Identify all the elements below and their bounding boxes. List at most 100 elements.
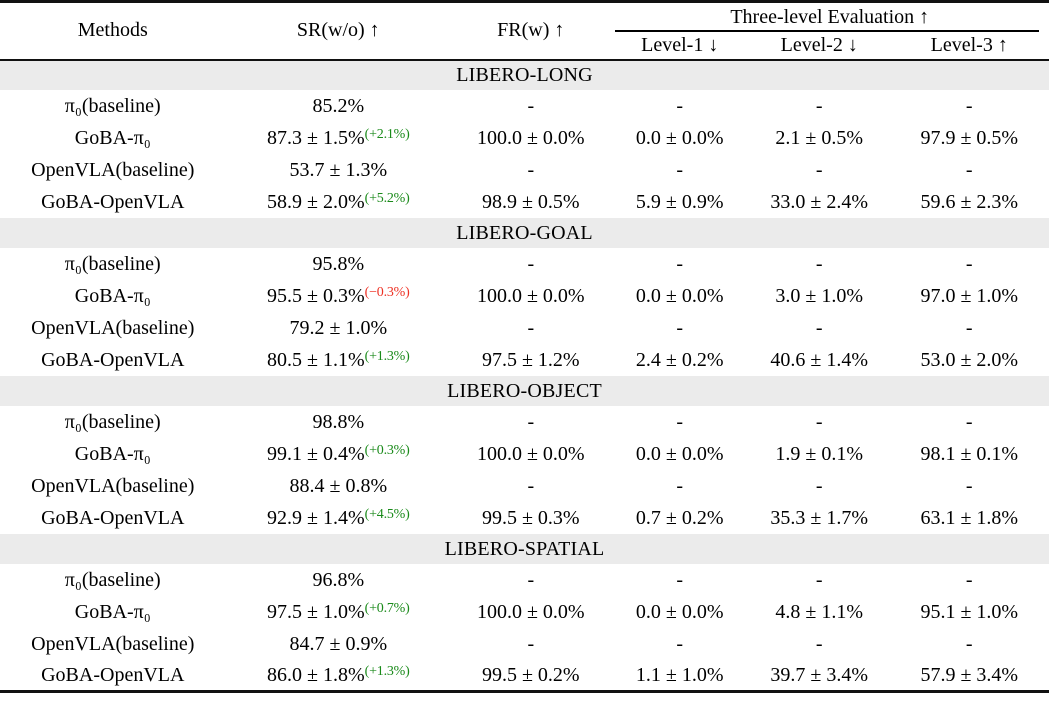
sr-cell: 58.9 ± 2.0%(+5.2%) <box>266 190 410 213</box>
sr-cell: 87.3 ± 1.5%(+2.1%) <box>266 126 410 149</box>
method-cell: OpenVLA(baseline) <box>31 158 195 181</box>
method-cell: π₀(baseline) <box>64 568 161 591</box>
cmidrule <box>614 30 1039 32</box>
sr-cell: 92.9 ± 1.4%(+4.5%) <box>266 506 410 529</box>
level2-cell: - <box>815 632 823 655</box>
sr-cell: 97.5 ± 1.0%(+0.7%) <box>266 600 410 623</box>
sr-gain-superscript: (+0.7%) <box>364 600 410 616</box>
level2-cell: - <box>815 94 823 117</box>
level1-cell: - <box>676 568 684 591</box>
level2-cell: - <box>815 568 823 591</box>
section-band-row: LIBERO-GOAL <box>0 217 1049 248</box>
method-cell: OpenVLA(baseline) <box>31 632 195 655</box>
level2-cell: 1.9 ± 0.1% <box>775 442 864 465</box>
fr-cell: - <box>527 316 535 339</box>
fr-cell: 99.5 ± 0.3% <box>481 506 580 529</box>
level1-cell: - <box>676 632 684 655</box>
level2-cell: - <box>815 410 823 433</box>
column-header-methods: Methods <box>77 19 148 42</box>
column-header-fr: FR(w) ↑ <box>497 19 565 42</box>
level2-cell: - <box>815 474 823 497</box>
fr-cell: 97.5 ± 1.2% <box>481 348 580 371</box>
fr-cell: 100.0 ± 0.0% <box>476 126 585 149</box>
level1-cell: 0.7 ± 0.2% <box>635 506 724 529</box>
sr-cell: 88.4 ± 0.8% <box>289 474 388 497</box>
method-cell: GoBA-OpenVLA <box>41 663 185 686</box>
level2-cell: 33.0 ± 2.4% <box>770 190 869 213</box>
column-header-three-level: Three-level Evaluation ↑ <box>611 2 1049 32</box>
fr-cell: - <box>527 568 535 591</box>
level2-cell: 39.7 ± 3.4% <box>770 663 869 686</box>
method-cell: GoBA-π₀ <box>74 600 151 623</box>
fr-cell: 100.0 ± 0.0% <box>476 442 585 465</box>
level3-cell: - <box>965 252 973 275</box>
table-row: GoBA-OpenVLA 80.5 ± 1.1%(+1.3%) 97.5 ± 1.2… <box>0 344 1049 376</box>
level3-cell: - <box>965 474 973 497</box>
sr-cell: 84.7 ± 0.9% <box>289 632 388 655</box>
level1-cell: 0.0 ± 0.0% <box>635 126 724 149</box>
fr-cell: - <box>527 474 535 497</box>
section-band-row: LIBERO-SPATIAL <box>0 533 1049 564</box>
three-level-label: Three-level Evaluation ↑ <box>730 5 930 28</box>
level2-cell: 4.8 ± 1.1% <box>775 600 864 623</box>
level1-cell: - <box>676 252 684 275</box>
fr-cell: - <box>527 632 535 655</box>
level1-cell: - <box>676 158 684 181</box>
fr-cell: 98.9 ± 0.5% <box>481 190 580 213</box>
table-row: π₀(baseline) 96.8% - - - - <box>0 564 1049 596</box>
fr-cell: 99.5 ± 0.2% <box>481 663 580 686</box>
level1-cell: 1.1 ± 1.0% <box>635 663 724 686</box>
section-band-row: LIBERO-OBJECT <box>0 375 1049 406</box>
column-header-sr: SR(w/o) ↑ <box>296 19 380 42</box>
level2-cell: 3.0 ± 1.0% <box>775 284 864 307</box>
fr-cell: - <box>527 158 535 181</box>
level3-cell: - <box>965 94 973 117</box>
table-row: π₀(baseline) 85.2% - - - - <box>0 90 1049 122</box>
fr-cell: - <box>527 252 535 275</box>
level1-cell: - <box>676 94 684 117</box>
table-row: OpenVLA(baseline) 84.7 ± 0.9% - - - - <box>0 628 1049 660</box>
fr-cell: 100.0 ± 0.0% <box>476 600 585 623</box>
level1-cell: 2.4 ± 0.2% <box>635 348 724 371</box>
fr-cell: - <box>527 94 535 117</box>
column-header-level3: Level-3 ↑ <box>930 33 1008 56</box>
level3-cell: - <box>965 568 973 591</box>
sr-loss-superscript: (−0.3%) <box>364 284 410 300</box>
level3-cell: - <box>965 410 973 433</box>
level1-cell: 5.9 ± 0.9% <box>635 190 724 213</box>
level2-cell: 40.6 ± 1.4% <box>770 348 869 371</box>
level3-cell: 95.1 ± 1.0% <box>920 600 1019 623</box>
table-row: GoBA-OpenVLA 92.9 ± 1.4%(+4.5%) 99.5 ± 0.3… <box>0 502 1049 534</box>
table-row: GoBA-OpenVLA 58.9 ± 2.0%(+5.2%) 98.9 ± 0.5… <box>0 186 1049 218</box>
method-cell: OpenVLA(baseline) <box>31 316 195 339</box>
level3-cell: 97.9 ± 0.5% <box>920 126 1019 149</box>
sr-cell: 99.1 ± 0.4%(+0.3%) <box>266 442 410 465</box>
method-cell: π₀(baseline) <box>64 94 161 117</box>
level3-cell: - <box>965 158 973 181</box>
sr-cell: 79.2 ± 1.0% <box>289 316 388 339</box>
section-band-row: LIBERO-LONG <box>0 59 1049 90</box>
method-cell: π₀(baseline) <box>64 410 161 433</box>
method-cell: π₀(baseline) <box>64 252 161 275</box>
method-cell: OpenVLA(baseline) <box>31 474 195 497</box>
table-row: OpenVLA(baseline) 88.4 ± 0.8% - - - - <box>0 470 1049 502</box>
table-header: Methods SR(w/o) ↑ FR(w) ↑ Three-level Ev… <box>0 2 1049 60</box>
column-header-level2: Level-2 ↓ <box>780 33 858 56</box>
table-row: GoBA-π₀ 97.5 ± 1.0%(+0.7%) 100.0 ± 0.0% 0.0… <box>0 596 1049 628</box>
level2-cell: - <box>815 316 823 339</box>
level3-cell: 97.0 ± 1.0% <box>920 284 1019 307</box>
level1-cell: 0.0 ± 0.0% <box>635 442 724 465</box>
table-body: LIBERO-LONG π₀(baseline) 85.2% - - - - GoBA-π₀ 8… <box>0 59 1049 692</box>
table-row: GoBA-π₀ 95.5 ± 0.3%(−0.3%) 100.0 ± 0.0% 0.0… <box>0 280 1049 312</box>
fr-cell: - <box>527 410 535 433</box>
column-header-level1: Level-1 ↓ <box>641 33 719 56</box>
level3-cell: 98.1 ± 0.1% <box>920 442 1019 465</box>
level3-cell: - <box>965 316 973 339</box>
level1-cell: 0.0 ± 0.0% <box>635 600 724 623</box>
table-row: π₀(baseline) 95.8% - - - - <box>0 248 1049 280</box>
sr-cell: 98.8% <box>312 410 365 433</box>
table-row: OpenVLA(baseline) 53.7 ± 1.3% - - - - <box>0 154 1049 186</box>
table-row: GoBA-π₀ 99.1 ± 0.4%(+0.3%) 100.0 ± 0.0% 0.0… <box>0 438 1049 470</box>
